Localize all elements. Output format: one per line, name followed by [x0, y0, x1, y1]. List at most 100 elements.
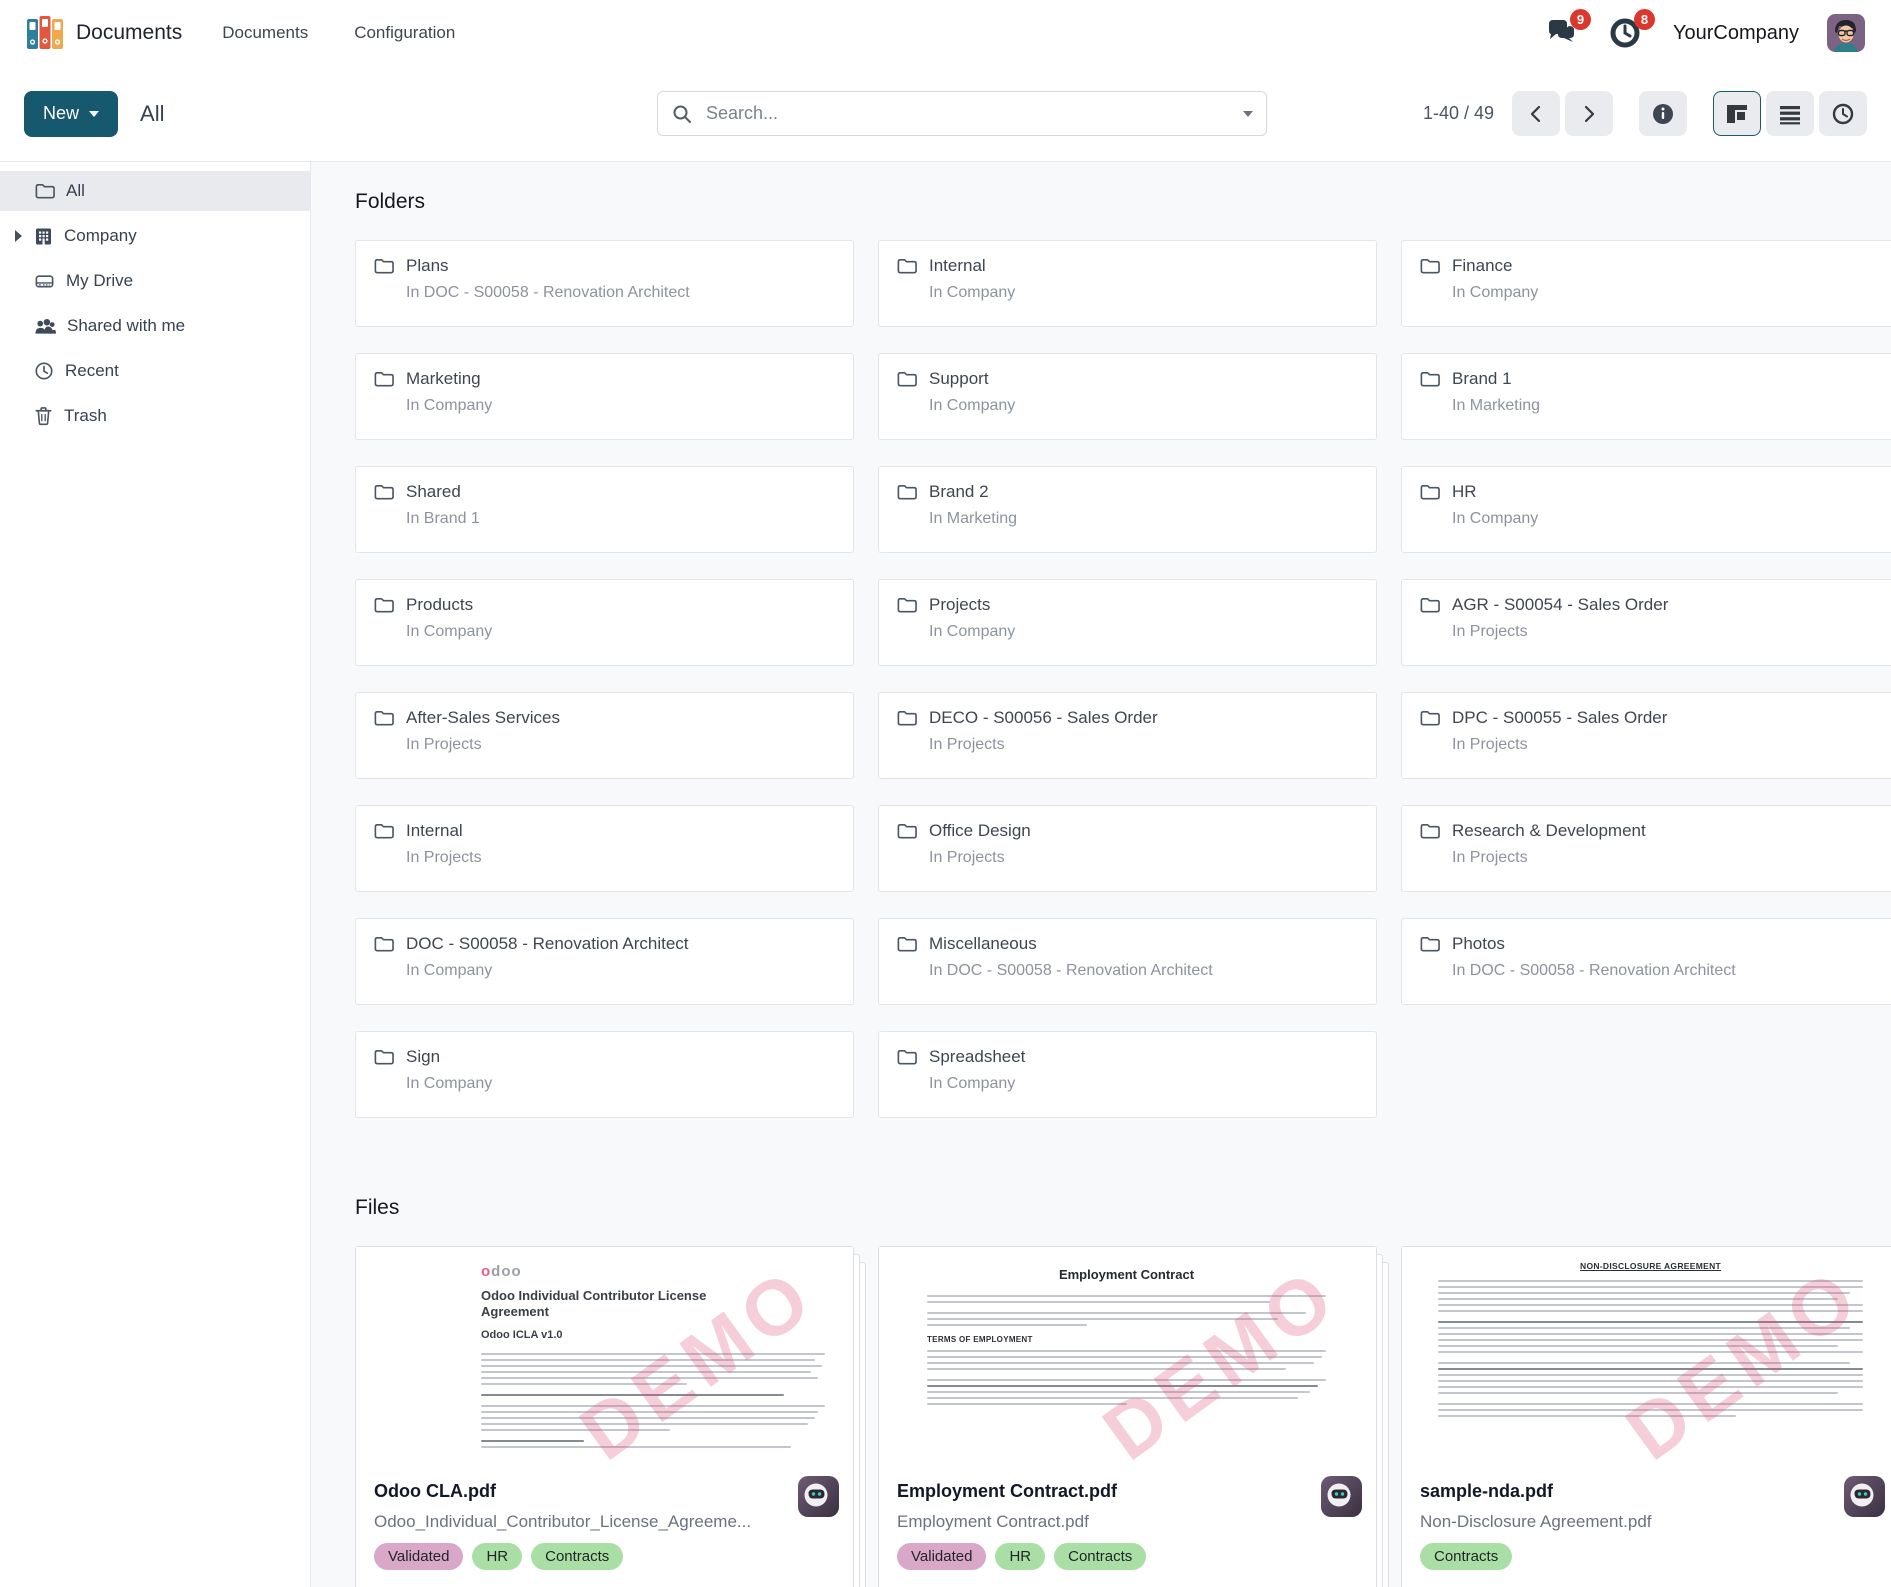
- folder-card[interactable]: Sign In Company: [355, 1031, 854, 1118]
- activity-view-button[interactable]: [1819, 91, 1867, 136]
- folder-location: In Projects: [1452, 849, 1528, 866]
- sidebar-item-label: Recent: [65, 361, 119, 380]
- folder-card[interactable]: Brand 1 In Marketing: [1401, 353, 1891, 440]
- content-area: All Company My Drive: [0, 162, 1891, 1587]
- folder-card[interactable]: Spreadsheet In Company: [878, 1031, 1377, 1118]
- folder-icon: [374, 371, 394, 387]
- folder-card[interactable]: Support In Company: [878, 353, 1377, 440]
- sidebar-item-recent[interactable]: Recent: [0, 351, 310, 391]
- folder-name: DOC - S00058 - Renovation Architect: [406, 934, 689, 953]
- sidebar-item-company[interactable]: Company: [0, 216, 310, 256]
- sidebar-item-my-drive[interactable]: My Drive: [0, 261, 310, 301]
- folder-card[interactable]: DOC - S00058 - Renovation Architect In C…: [355, 918, 854, 1005]
- list-view-button[interactable]: [1766, 91, 1814, 136]
- tag-pill[interactable]: Contracts: [1420, 1543, 1513, 1570]
- folder-name: Shared: [406, 482, 461, 501]
- folder-card[interactable]: DECO - S00056 - Sales Order In Projects: [878, 692, 1377, 779]
- folders-section-title: Folders: [355, 190, 426, 213]
- folder-card[interactable]: Shared In Brand 1: [355, 466, 854, 553]
- sidebar-item-label: Trash: [64, 406, 107, 425]
- folder-card[interactable]: AGR - S00054 - Sales Order In Projects: [1401, 579, 1891, 666]
- folder-card[interactable]: Marketing In Company: [355, 353, 854, 440]
- tag-pill[interactable]: HR: [995, 1543, 1046, 1570]
- folder-icon: [897, 936, 917, 952]
- folder-icon: [374, 597, 394, 613]
- menu-documents[interactable]: Documents: [222, 23, 309, 42]
- info-button[interactable]: [1639, 91, 1687, 136]
- file-thumbnail: NON-DISCLOSURE AGREEMENT DEMO: [1402, 1247, 1891, 1469]
- folder-card[interactable]: Brand 2 In Marketing: [878, 466, 1377, 553]
- expand-caret-icon[interactable]: [15, 230, 22, 242]
- messages-button[interactable]: 9: [1545, 9, 1591, 50]
- folder-location: In Company: [406, 623, 493, 640]
- folder-icon: [1420, 936, 1440, 952]
- tag-pill[interactable]: Contracts: [1054, 1543, 1147, 1570]
- pager-previous-button[interactable]: [1512, 91, 1560, 136]
- folder-location: In DOC - S00058 - Renovation Architect: [406, 284, 690, 301]
- folder-card[interactable]: DPC - S00055 - Sales Order In Projects: [1401, 692, 1891, 779]
- folder-icon: [35, 183, 55, 199]
- folder-card[interactable]: Research & Development In Projects: [1401, 805, 1891, 892]
- sidebar-item-trash[interactable]: Trash: [0, 396, 310, 436]
- sidebar-item-label: Company: [64, 226, 137, 245]
- folder-icon: [374, 710, 394, 726]
- tag-pill[interactable]: Validated: [374, 1543, 464, 1570]
- folder-location: In Projects: [929, 849, 1005, 866]
- tag-pill[interactable]: HR: [472, 1543, 523, 1570]
- app-brand[interactable]: Documents: [26, 16, 182, 50]
- folder-icon: [1420, 597, 1440, 613]
- folder-name: AGR - S00054 - Sales Order: [1452, 595, 1669, 614]
- search-input[interactable]: [704, 102, 1230, 125]
- files-section: Files odoo Odoo Individual Contributor Li…: [355, 1196, 1891, 1587]
- folder-card[interactable]: Finance In Company: [1401, 240, 1891, 327]
- folder-card[interactable]: Projects In Company: [878, 579, 1377, 666]
- sidebar-item-label: All: [66, 181, 85, 200]
- search-filters-toggle[interactable]: [1230, 92, 1266, 135]
- folder-name: Miscellaneous: [929, 934, 1037, 953]
- folder-card[interactable]: Internal In Projects: [355, 805, 854, 892]
- folder-icon: [374, 484, 394, 500]
- activities-button[interactable]: 8: [1609, 9, 1655, 50]
- file-card[interactable]: NON-DISCLOSURE AGREEMENT DEMO sample-nda…: [1401, 1246, 1891, 1587]
- folder-location: In Projects: [406, 736, 482, 753]
- folder-icon: [897, 484, 917, 500]
- folder-name: Marketing: [406, 369, 481, 388]
- file-title: Odoo CLA.pdf: [374, 1481, 496, 1501]
- search-icon: [673, 105, 691, 123]
- activity-view-icon: [1832, 103, 1854, 124]
- folder-card[interactable]: Plans In DOC - S00058 - Renovation Archi…: [355, 240, 854, 327]
- main-panel: Folders Plans In DOC - S00058 - Renovati…: [310, 162, 1891, 1587]
- file-card[interactable]: odoo Odoo Individual Contributor License …: [355, 1246, 854, 1587]
- folder-icon: [897, 597, 917, 613]
- folder-card[interactable]: Internal In Company: [878, 240, 1377, 327]
- search-bar[interactable]: [657, 91, 1267, 136]
- files-grid: odoo Odoo Individual Contributor License …: [355, 1246, 1891, 1587]
- company-name[interactable]: YourCompany: [1672, 21, 1799, 44]
- file-card[interactable]: Employment Contract TERMS OF EMPLOYMENT D…: [878, 1246, 1377, 1587]
- tag-pill[interactable]: Contracts: [531, 1543, 624, 1570]
- file-title: sample-nda.pdf: [1420, 1481, 1554, 1501]
- folder-card[interactable]: Office Design In Projects: [878, 805, 1377, 892]
- folder-name: Internal: [929, 256, 986, 275]
- new-button[interactable]: New: [24, 90, 119, 137]
- tag-pill[interactable]: Validated: [897, 1543, 987, 1570]
- folder-location: In Company: [929, 397, 1016, 414]
- sidebar-item-shared-with-me[interactable]: Shared with me: [0, 306, 310, 346]
- user-avatar[interactable]: [1827, 14, 1865, 52]
- breadcrumb[interactable]: All: [140, 100, 165, 126]
- sidebar-item-all[interactable]: All: [0, 171, 310, 211]
- folder-icon: [1420, 371, 1440, 387]
- folder-card[interactable]: HR In Company: [1401, 466, 1891, 553]
- pager-next-button[interactable]: [1565, 91, 1613, 136]
- folder-card[interactable]: Products In Company: [355, 579, 854, 666]
- info-icon: [1653, 103, 1673, 124]
- folder-card[interactable]: Photos In DOC - S00058 - Renovation Arch…: [1401, 918, 1891, 1005]
- pager-range: 1-40 / 49: [1422, 103, 1494, 123]
- folder-card[interactable]: After-Sales Services In Projects: [355, 692, 854, 779]
- folder-name: Support: [929, 369, 989, 388]
- users-icon: [35, 318, 56, 334]
- menu-configuration[interactable]: Configuration: [354, 23, 456, 42]
- folder-card[interactable]: Miscellaneous In DOC - S00058 - Renovati…: [878, 918, 1377, 1005]
- kanban-view-button[interactable]: [1713, 91, 1761, 136]
